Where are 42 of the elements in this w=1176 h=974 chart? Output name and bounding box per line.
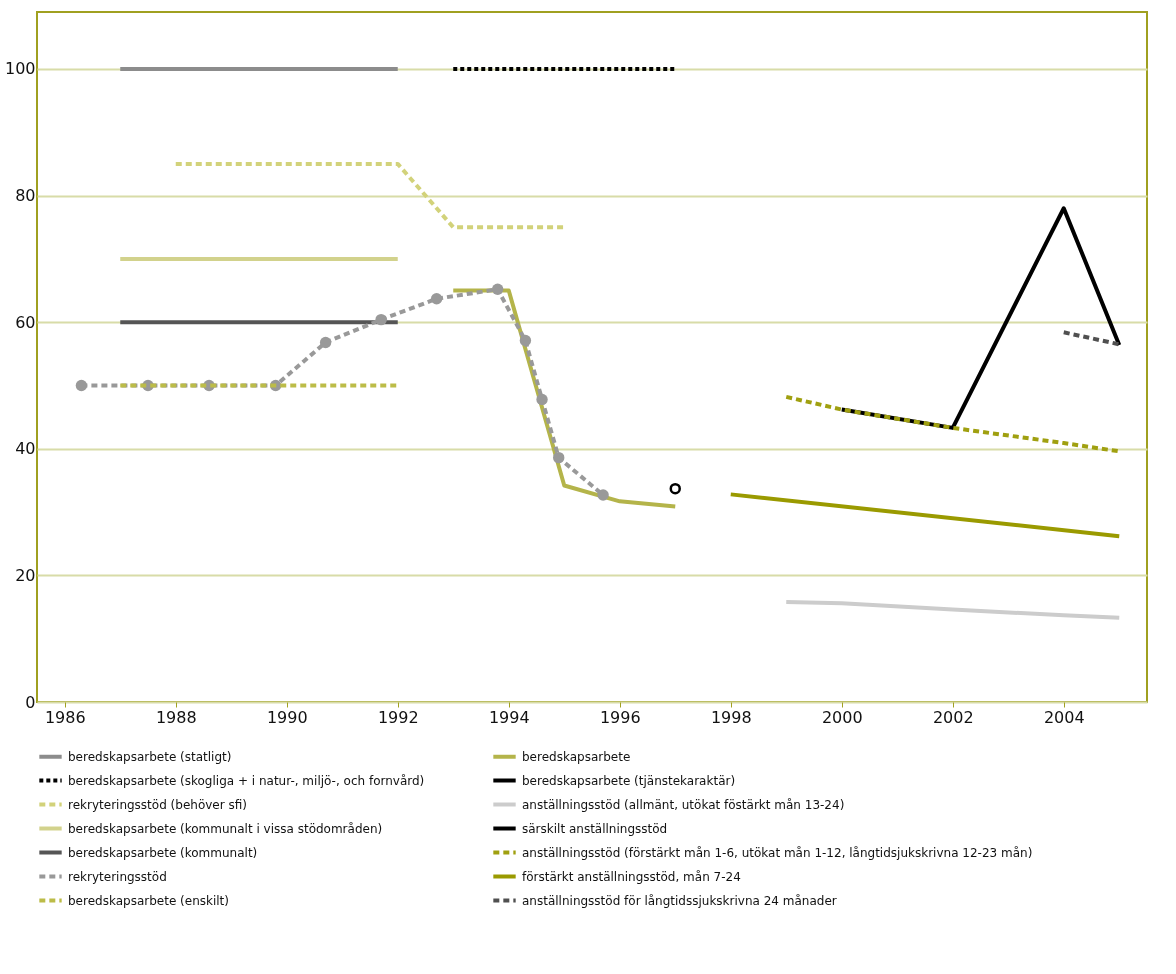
legend-label: anställningsstöd (allmänt, utökat föstärkt mån 13-24) [522,797,845,812]
line-series [784,599,1122,620]
point [669,482,681,495]
y-tick-label: 0 [25,692,36,712]
point [519,334,532,347]
legend-label: beredskapsarbete (kommunalt) [68,845,258,860]
legend-label: beredskapsarbete (tjänstekaraktär) [522,773,736,788]
legend-label: anställningsstöd för långtidssjukskrivna 24 månader [522,893,837,908]
x-tick-label: 1994 [488,707,530,727]
legend-label: rekryteringsstöd (behöver sfi) [68,797,247,812]
legend-label: beredskapsarbete [522,749,631,764]
x-tick-label: 1988 [155,707,197,727]
legend-label: beredskapsarbete (skogliga + i natur-, miljö-, och fornvård) [68,773,425,788]
y-tick-label: 40 [15,439,36,459]
point [319,336,332,349]
legend-label: särskilt anställningsstöd [522,821,668,836]
point [536,393,548,406]
y-tick-label: 80 [15,186,36,206]
x-tick-label: 2002 [932,707,974,727]
line-series [451,288,678,509]
point [553,451,565,464]
legend-label: beredskapsarbete (statligt) [68,749,232,764]
legend-label: beredskapsarbete (kommunalt i vissa stödområden) [68,821,383,836]
x-tick-label: 1986 [44,707,86,727]
point [375,313,387,326]
x-tick-label: 1998 [710,707,752,727]
point [75,379,88,392]
legend-label: förstärkt anställningsstöd, mån 7-24 [522,869,741,884]
x-tick-label: 1992 [377,707,419,727]
point [491,283,504,295]
x-tick-label: 1990 [266,707,308,727]
legend-label: rekryteringsstöd [68,869,167,884]
y-tick-label: 100 [4,59,36,79]
point [597,489,609,501]
point [430,293,443,305]
legend-label: beredskapsarbete (enskilt) [68,893,229,908]
x-tick-label: 2000 [821,707,863,727]
legend-label: anställningsstöd (förstärkt mån 1-6, utökat mån 1-12, långtidsjukskrivna 12-23 mån) [522,845,1033,860]
y-tick-label: 20 [15,565,36,585]
y-tick-label: 60 [15,312,36,332]
x-tick-label: 2004 [1043,707,1085,727]
x-tick-label: 1996 [599,707,641,727]
